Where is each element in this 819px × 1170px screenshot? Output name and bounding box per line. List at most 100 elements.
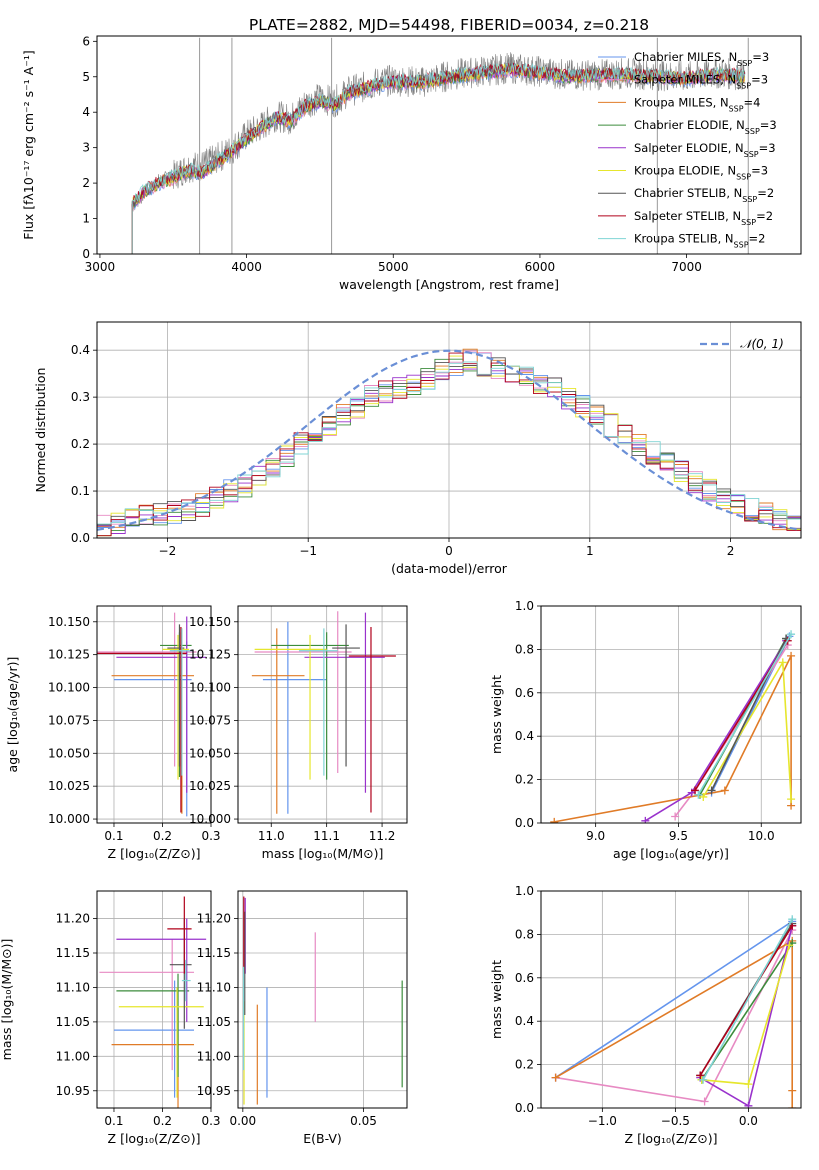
y-axis-label: mass weight bbox=[489, 960, 504, 1039]
model-spectrum-kroupa_elodie bbox=[131, 64, 746, 254]
y-axis-label: age [log₁₀(age/yr)] bbox=[5, 657, 20, 773]
x-tick-label: 4000 bbox=[231, 260, 262, 274]
axes-frame bbox=[96, 890, 212, 1109]
axes-frame bbox=[96, 321, 802, 539]
y-tick-label: 11.15 bbox=[197, 946, 231, 960]
y-tick-label: 0.2 bbox=[71, 437, 90, 451]
x-tick-label: 0.05 bbox=[350, 1114, 377, 1128]
y-tick-label: 11.20 bbox=[197, 912, 231, 926]
x-axis-label: Z [log₁₀(Z/Z⊙)] bbox=[108, 846, 201, 861]
x-tick-label: 0.00 bbox=[229, 1114, 256, 1128]
weight-line-chabrier_miles bbox=[555, 920, 793, 1079]
weight-line-salpeter_elodie bbox=[644, 640, 787, 822]
plot-area bbox=[97, 348, 801, 538]
y-tick-label: 11.10 bbox=[56, 980, 90, 994]
y-tick-label: 11.05 bbox=[56, 1015, 90, 1029]
plot-area bbox=[242, 896, 403, 1105]
y-tick-label: 3 bbox=[82, 141, 90, 155]
x-axis-label: age [log₁₀(age/yr)] bbox=[613, 846, 729, 861]
weight-marker-salpeter_miles bbox=[700, 1097, 709, 1106]
weight-line-chabrier_elodie bbox=[701, 942, 793, 1081]
y-tick-label: 11.00 bbox=[197, 1049, 231, 1063]
x-tick-label: −2 bbox=[159, 544, 177, 558]
x-axis-label: (data-model)/error bbox=[391, 561, 508, 576]
y-tick-label: 10.050 bbox=[48, 746, 90, 760]
weight-marker-kroupa_stelib bbox=[788, 915, 797, 924]
weight-line-kroupa_miles bbox=[555, 939, 793, 1108]
x-tick-label: 0.2 bbox=[153, 1114, 172, 1128]
weight-marker-kroupa_miles bbox=[550, 817, 559, 823]
x-tick-label: 0.3 bbox=[201, 829, 220, 843]
x-tick-label: 0.3 bbox=[201, 1114, 220, 1128]
plot-area bbox=[551, 915, 797, 1108]
y-tick-label: 10.100 bbox=[189, 681, 231, 695]
weight-marker-salpeter_stelib bbox=[691, 786, 700, 795]
legend: Chabrier MILES, NSSP=3 Salpeter MILES, NS… bbox=[598, 50, 777, 249]
legend-entry: Kroupa MILES, NSSP=4 bbox=[634, 95, 760, 113]
y-axis-label: Normed distribution bbox=[33, 368, 48, 493]
plot-area bbox=[251, 611, 396, 814]
y-tick-label: 10.125 bbox=[48, 648, 90, 662]
y-tick-label: 10.95 bbox=[56, 1084, 90, 1098]
weight-marker-salpeter_miles bbox=[671, 812, 680, 821]
y-tick-label: 10.000 bbox=[189, 812, 231, 826]
x-tick-label: 2 bbox=[727, 544, 735, 558]
weight-marker-kroupa_miles bbox=[720, 786, 729, 795]
y-tick-label: 10.95 bbox=[197, 1084, 231, 1098]
y-tick-label: 0 bbox=[82, 247, 90, 261]
panel-weight_vs_age: 9.0 9.5 10.0 0.0 0.2 0.4 0.6 0.8 1.0 age [log₁₀(a… bbox=[489, 599, 802, 861]
panel-age_vs_mass: 11.0 11.1 11.2 10.000 10.025 10.050 10.075 10.1… bbox=[189, 605, 408, 861]
panel-age_vs_z: 0.1 0.2 0.3 10.000 10.025 10.050 10.075 10.100 1… bbox=[5, 605, 221, 861]
y-tick-label: 0.4 bbox=[71, 343, 90, 357]
x-tick-label: 11.0 bbox=[258, 829, 285, 843]
weight-marker-kroupa_stelib bbox=[694, 790, 703, 799]
y-axis-label: Flux [fλ10⁻¹⁷ erg cm⁻² s⁻¹ A⁻¹] bbox=[21, 50, 36, 239]
y-tick-label: 1.0 bbox=[515, 884, 534, 898]
x-axis-label: wavelength [Angstrom, rest frame] bbox=[339, 277, 559, 292]
y-tick-label: 0.4 bbox=[515, 1014, 534, 1028]
y-tick-label: 10.075 bbox=[48, 713, 90, 727]
legend-entry: Chabrier STELIB, NSSP=2 bbox=[634, 186, 774, 204]
weight-line-kroupa_stelib bbox=[702, 918, 793, 1081]
x-tick-label: 9.0 bbox=[586, 829, 605, 843]
y-axis-label: mass weight bbox=[489, 675, 504, 754]
y-tick-label: 10.100 bbox=[48, 681, 90, 695]
axes-frame bbox=[237, 605, 408, 824]
x-axis-label: mass [log₁₀(M/M⊙)] bbox=[262, 846, 384, 861]
model-spectrum-kroupa_stelib bbox=[131, 61, 746, 254]
y-tick-label: 5 bbox=[82, 70, 90, 84]
y-tick-label: 0.6 bbox=[515, 686, 534, 700]
legend-entry: Salpeter MILES, NSSP=3 bbox=[634, 73, 768, 91]
y-tick-label: 0.3 bbox=[71, 390, 90, 404]
y-tick-label: 0.2 bbox=[515, 773, 534, 787]
y-tick-label: 0.0 bbox=[515, 1101, 534, 1115]
y-axis-label: mass [log₁₀(M/M⊙)] bbox=[0, 939, 14, 1061]
panel-mass_vs_z: 0.1 0.2 0.3 10.95 11.00 11.05 11.10 11.15 11.20 Z… bbox=[0, 890, 221, 1146]
y-tick-label: 11.10 bbox=[197, 980, 231, 994]
y-tick-label: 11.05 bbox=[197, 1015, 231, 1029]
panels: 3000 4000 5000 6000 7000 0 1 2 3 4 5 6 wavelength [A… bbox=[0, 34, 802, 1146]
x-tick-label: 0.2 bbox=[153, 829, 172, 843]
weight-marker-kroupa_elodie bbox=[785, 941, 794, 950]
x-tick-label: 0.0 bbox=[739, 1114, 758, 1128]
panel-residuals: −2 −1 0 1 2 0.0 0.1 0.2 0.3 0.4 (data-model)/error… bbox=[33, 321, 802, 576]
legend-entry: Kroupa STELIB, NSSP=2 bbox=[634, 232, 765, 250]
y-tick-label: 0.8 bbox=[515, 642, 534, 656]
weight-marker-kroupa_miles bbox=[788, 1086, 797, 1095]
y-tick-label: 2 bbox=[82, 176, 90, 190]
x-tick-label: 0.1 bbox=[104, 829, 123, 843]
y-tick-label: 1.0 bbox=[515, 599, 534, 613]
x-tick-label: 6000 bbox=[525, 260, 556, 274]
legend-entry: Salpeter STELIB, NSSP=2 bbox=[634, 209, 773, 227]
figure-title: PLATE=2882, MJD=54498, FIBERID=0034, z=0… bbox=[249, 16, 649, 34]
y-tick-label: 0.4 bbox=[515, 729, 534, 743]
weight-marker-kroupa_miles bbox=[787, 651, 796, 660]
y-tick-label: 10.050 bbox=[189, 746, 231, 760]
x-tick-label: 3000 bbox=[85, 260, 116, 274]
y-tick-label: 11.00 bbox=[56, 1049, 90, 1063]
weight-marker-kroupa_stelib bbox=[787, 630, 796, 639]
x-tick-label: 9.5 bbox=[669, 829, 688, 843]
weight-marker-salpeter_elodie bbox=[641, 816, 650, 823]
axes-frame bbox=[96, 605, 212, 824]
